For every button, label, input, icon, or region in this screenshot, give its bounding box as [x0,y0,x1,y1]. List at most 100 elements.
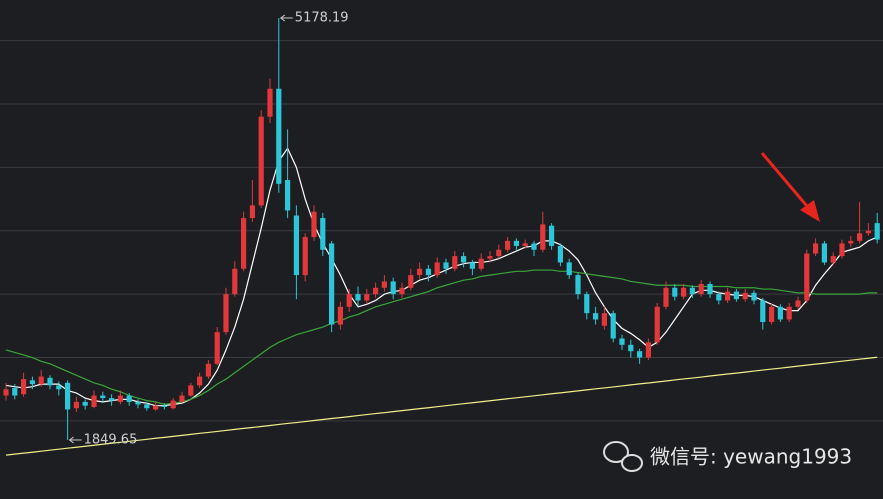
candle-body [65,382,71,410]
low-marker-arrow-head [68,436,74,444]
candle-body [637,351,643,358]
candle-body [21,379,27,395]
candle-body [56,385,62,390]
candle-body [355,294,361,301]
candle-body [742,292,748,300]
candle-body [874,223,880,240]
candle-body [751,292,757,301]
candle-body [821,243,827,263]
candle-body [865,230,871,234]
candle-body [285,180,291,211]
candle-body [320,218,326,250]
candle-body [575,275,581,295]
candle-body [161,405,167,407]
candle-body [302,237,308,276]
candle-body [241,218,247,269]
candle-body [82,401,88,406]
candle-body [461,256,467,263]
candle-body [469,262,475,269]
watermark-text: 微信号: yewang1993 [650,445,852,469]
high-marker-label: 5178.19 [295,10,349,25]
candle-body [188,385,194,396]
candle-body [478,258,484,269]
candle-body [645,342,651,358]
plot: 5178.19 1849.65 [0,10,883,456]
candle-body [232,268,238,295]
candle-body [681,287,687,297]
candle-body [109,398,115,401]
candle-body [117,395,123,402]
candle-body [513,240,519,246]
candle-body [179,395,185,402]
candle-body [73,401,79,409]
candle-body [777,306,783,320]
arrow-shaft [760,152,814,213]
candle-body [276,88,282,184]
candle-body [153,405,159,410]
candle-body [531,243,537,250]
candle-body [170,400,176,409]
candle-body [593,313,599,320]
candle-body [214,332,220,364]
moving-average-line [5,147,878,407]
candle-body [311,211,317,238]
candle-body [91,395,97,407]
candle-body [601,313,607,326]
wechat-icon [621,454,643,472]
candle-body [100,395,106,399]
candle-body [364,294,370,301]
candle-body [258,116,264,206]
watermark: 微信号: yewang1993 [603,441,852,472]
candle-body [698,283,704,295]
candle-body [144,404,150,409]
candle-body [689,287,695,295]
candle-body [725,291,731,301]
candle-body [786,306,792,320]
candle-body [584,294,590,314]
candle-body [390,281,396,295]
candle-body [619,338,625,345]
candle-body [672,287,678,297]
candle-body [205,363,211,377]
low-marker-label: 1849.65 [84,432,138,447]
candle-body [804,253,810,301]
candle-body [549,225,555,246]
candle-body [329,243,335,325]
high-marker-arrow-head [279,14,286,22]
candle-body [610,313,616,339]
candle-body [135,401,141,405]
moving-average-line [5,356,878,456]
candle-body [12,387,18,396]
candle-body [249,205,255,219]
candle-body [293,215,299,276]
candle-body [707,283,713,295]
candle-body [733,291,739,300]
annotation-arrow [760,152,820,222]
candle-body [540,224,546,250]
candle-body [381,281,387,288]
arrow-head [800,200,820,222]
candle-body [373,287,379,295]
candle-body [417,268,423,276]
candle-body [522,243,528,246]
candle-body [628,344,634,352]
candle-body [760,300,766,323]
candle-body [857,233,863,241]
candle-body [795,300,801,307]
candle-body [3,389,9,396]
candle-body [839,243,845,257]
candle-body [813,243,819,254]
candle-body [505,240,511,250]
candle-body [126,395,132,402]
candle-body [346,294,352,307]
candle-body [487,256,493,259]
candle-body [769,306,775,323]
candle-body [566,262,572,276]
candle-body [848,240,854,244]
wechat-icon [603,441,629,463]
candle-body [267,88,273,117]
candle-body [197,376,203,386]
candle-body [452,256,458,269]
